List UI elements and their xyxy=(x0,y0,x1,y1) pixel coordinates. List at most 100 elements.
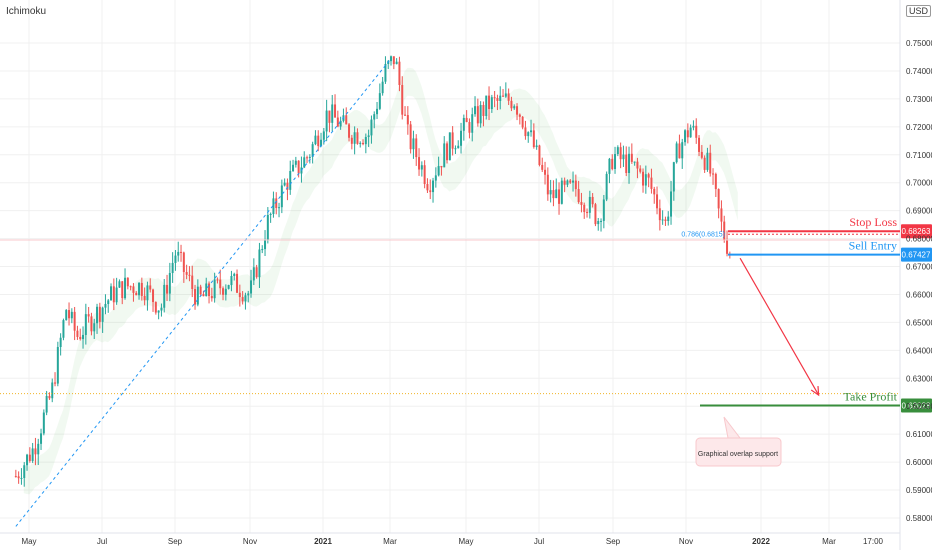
fib-label: 0.786(0.6815) xyxy=(681,231,725,238)
candle-body xyxy=(706,152,709,170)
candle-body xyxy=(714,173,717,190)
candle-body xyxy=(569,180,572,183)
candle-body xyxy=(538,145,541,165)
candle-body xyxy=(112,286,115,303)
candle-body xyxy=(499,95,502,101)
candle-body xyxy=(448,132,451,161)
candle-body xyxy=(544,169,547,175)
candle-body xyxy=(227,285,230,289)
candle-body xyxy=(628,153,631,174)
candle-body xyxy=(48,395,51,399)
candle-body xyxy=(493,97,496,99)
candle-body xyxy=(437,166,440,176)
candle-body xyxy=(636,161,639,169)
candle-body xyxy=(625,154,628,174)
x-tick-label: Mar xyxy=(822,537,836,546)
candle-body xyxy=(107,300,110,304)
candle-body xyxy=(205,283,208,297)
candle-body xyxy=(583,204,586,212)
candle-body xyxy=(409,124,412,150)
candle-body xyxy=(336,117,339,127)
candle-body xyxy=(34,448,37,455)
candle-body xyxy=(264,240,267,250)
candle-body xyxy=(521,116,524,128)
candle-body xyxy=(28,454,31,461)
candle-body xyxy=(502,95,505,97)
candle-body xyxy=(558,189,561,204)
annotation-text: Graphical overlap support xyxy=(698,451,778,458)
candle-body xyxy=(656,194,659,209)
sell-entry-price-tag xyxy=(901,247,932,262)
candle-body xyxy=(266,214,269,241)
candle-body xyxy=(630,153,633,162)
candle-body xyxy=(364,137,367,145)
candle-body xyxy=(566,180,569,185)
candle-body xyxy=(664,219,667,221)
candle-body xyxy=(45,395,48,413)
candle-body xyxy=(686,130,689,138)
candle-body xyxy=(199,286,202,295)
candle-body xyxy=(454,148,457,150)
candle-body xyxy=(563,180,566,185)
candle-body xyxy=(126,277,129,287)
x-tick-label: 17:00 xyxy=(863,537,884,546)
candle-body xyxy=(278,207,281,209)
candle-body xyxy=(213,279,216,299)
candle-body xyxy=(325,110,328,132)
candle-body xyxy=(297,160,300,174)
candle-body xyxy=(672,162,675,192)
candle-body xyxy=(381,81,384,94)
candle-body xyxy=(619,147,622,160)
candle-body xyxy=(224,288,227,295)
candle-body xyxy=(675,143,678,163)
candle-body xyxy=(216,279,219,281)
x-tick-label: May xyxy=(21,537,36,546)
candle-body xyxy=(59,337,62,348)
candle-body xyxy=(247,293,250,296)
candle-body xyxy=(639,168,642,172)
candle-body xyxy=(191,275,194,290)
candle-body xyxy=(423,165,426,185)
candle-body xyxy=(546,174,549,195)
y-tick-label: 0.58000 xyxy=(906,514,932,523)
candle-body xyxy=(395,61,398,65)
candle-body xyxy=(580,202,583,205)
candle-body xyxy=(306,157,309,159)
candle-body xyxy=(457,145,460,149)
candle-body xyxy=(143,295,146,301)
take-profit-price-tag xyxy=(901,398,932,413)
stop-loss-label: Stop Loss xyxy=(849,215,897,229)
candle-body xyxy=(149,285,152,290)
candle-body xyxy=(490,97,493,110)
candle-body xyxy=(577,189,580,203)
indicator-label[interactable]: Ichimoku xyxy=(6,6,47,17)
candle-body xyxy=(723,221,726,241)
candle-body xyxy=(331,104,334,123)
candle-body xyxy=(390,56,393,62)
candle-body xyxy=(210,296,213,299)
candle-body xyxy=(188,274,191,276)
candle-body xyxy=(440,166,443,168)
candle-body xyxy=(406,115,409,125)
candle-body xyxy=(353,132,356,144)
candle-body xyxy=(308,156,311,158)
sell-entry-price-tag-text: 0.67427 xyxy=(902,251,931,260)
candle-body xyxy=(574,180,577,190)
currency-label[interactable]: USD xyxy=(906,5,932,17)
candle-body xyxy=(378,93,381,109)
candle-body xyxy=(79,336,82,340)
candle-body xyxy=(476,106,479,124)
candle-body xyxy=(96,306,99,324)
